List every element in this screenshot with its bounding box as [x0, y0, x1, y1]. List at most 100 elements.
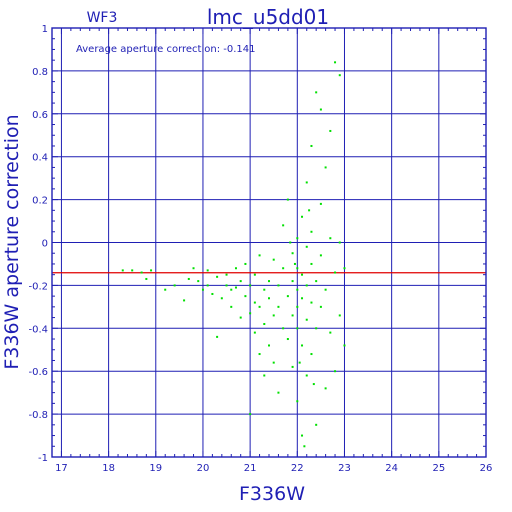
y-tick-label: 0.4	[32, 153, 48, 164]
data-point	[310, 353, 313, 356]
data-point	[216, 275, 219, 278]
x-tick-label: 17	[55, 463, 68, 474]
data-point	[312, 383, 315, 386]
data-point	[296, 267, 299, 270]
data-point	[216, 335, 219, 338]
data-point	[263, 288, 266, 291]
data-point	[277, 391, 280, 394]
data-point	[301, 344, 304, 347]
data-point	[277, 305, 280, 308]
y-tick-label: 0	[42, 239, 48, 250]
data-point	[249, 284, 252, 287]
data-point	[324, 166, 327, 169]
y-tick-label: -0.2	[28, 281, 48, 292]
data-point	[291, 252, 294, 255]
ticks	[51, 27, 487, 458]
data-point	[343, 344, 346, 347]
data-point	[253, 301, 256, 304]
data-point	[263, 374, 266, 377]
data-point	[334, 271, 337, 274]
data-point	[305, 374, 308, 377]
data-point	[244, 295, 247, 298]
data-point	[310, 230, 313, 233]
data-point	[301, 273, 304, 276]
data-point	[263, 323, 266, 326]
data-point	[244, 262, 247, 265]
data-point	[211, 292, 214, 295]
data-point	[334, 61, 337, 64]
data-point	[277, 284, 280, 287]
data-point	[253, 331, 256, 334]
x-axis-label: F336W	[239, 483, 305, 505]
chip-label: WF3	[87, 10, 118, 26]
data-point	[201, 288, 204, 291]
data-point	[329, 331, 332, 334]
data-point	[183, 299, 186, 302]
y-tick-label: 0.8	[32, 67, 48, 78]
data-point	[289, 241, 292, 244]
data-point	[319, 108, 322, 111]
data-point	[164, 288, 167, 291]
y-axis-label: F336W aperture correction	[1, 114, 23, 369]
y-tick-label: -0.4	[28, 324, 48, 335]
data-point	[272, 258, 275, 261]
y-tick-labels: -1 -0.8 -0.6 -0.4 -0.2 0 0.2 0.4 0.6 0.8 1	[28, 24, 48, 464]
data-point	[305, 181, 308, 184]
data-point	[192, 267, 195, 270]
data-point	[187, 277, 190, 280]
data-point	[258, 305, 261, 308]
data-point	[272, 314, 275, 317]
data-point	[315, 280, 318, 283]
data-point	[282, 267, 285, 270]
data-point	[286, 338, 289, 341]
data-point	[220, 297, 223, 300]
data-point	[310, 144, 313, 147]
data-point	[315, 423, 318, 426]
data-point	[197, 280, 200, 283]
x-tick-labels: 17 18 19 20 21 22 23 24 25 26	[55, 463, 492, 474]
data-point	[315, 91, 318, 94]
data-point	[338, 314, 341, 317]
data-point	[343, 267, 346, 270]
data-point	[338, 241, 341, 244]
data-point	[301, 297, 304, 300]
data-point	[291, 280, 294, 283]
data-point	[293, 262, 296, 265]
y-tick-label: 0.6	[32, 110, 48, 121]
data-point	[291, 365, 294, 368]
data-point	[301, 215, 304, 218]
data-point	[296, 237, 299, 240]
data-point	[329, 129, 332, 132]
data-point	[324, 387, 327, 390]
data-point	[249, 413, 252, 416]
x-tick-label: 23	[338, 463, 351, 474]
data-point	[301, 434, 304, 437]
data-point	[206, 284, 209, 287]
data-point	[319, 305, 322, 308]
chart-title: lmc_u5dd01	[207, 5, 329, 29]
data-point	[296, 288, 299, 291]
data-point	[239, 316, 242, 319]
data-point	[334, 370, 337, 373]
data-point	[150, 269, 153, 272]
data-point	[268, 344, 270, 347]
x-tick-label: 24	[385, 463, 398, 474]
data-point	[286, 295, 289, 298]
data-point	[319, 202, 322, 205]
data-point	[225, 273, 228, 276]
data-point	[131, 269, 134, 272]
y-tick-label: -0.6	[28, 367, 48, 378]
data-point	[310, 301, 313, 304]
y-tick-label: 1	[42, 24, 48, 35]
data-point	[298, 361, 301, 364]
data-point	[225, 284, 228, 287]
data-point	[253, 273, 256, 276]
data-point	[268, 297, 270, 300]
data-point	[272, 361, 275, 364]
data-point	[173, 284, 176, 287]
data-point	[305, 245, 308, 248]
data-point	[121, 269, 124, 272]
data-point	[140, 271, 143, 274]
